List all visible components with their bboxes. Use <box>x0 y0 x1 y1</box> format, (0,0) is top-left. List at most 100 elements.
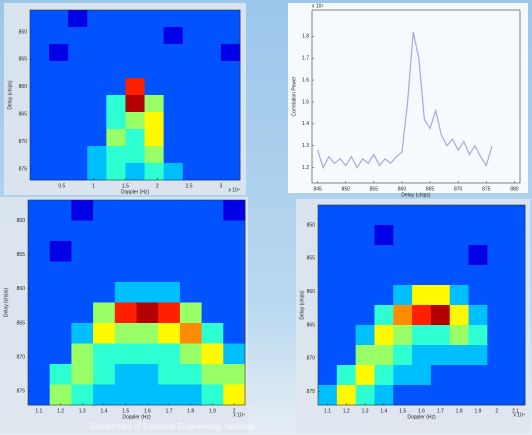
plot-frame <box>311 9 521 184</box>
heat-cell <box>125 129 145 147</box>
x-tick-label: 1.9 <box>474 408 481 414</box>
x-tick-label: 2 <box>233 408 236 414</box>
heat-cell <box>220 112 241 130</box>
heat-cell <box>136 220 159 242</box>
heat-cell <box>158 241 181 262</box>
heat-cell <box>158 220 181 242</box>
heat-cell <box>336 365 357 386</box>
heat-cell <box>182 10 203 28</box>
heat-cell <box>30 95 50 113</box>
x-tick-label: 875 <box>482 186 491 192</box>
heat-cell <box>163 129 184 147</box>
heat-cell <box>223 261 246 283</box>
heat-cell <box>487 285 507 306</box>
heat-cell <box>144 27 165 45</box>
heat-cell <box>114 241 137 262</box>
heat-cell <box>182 163 203 181</box>
heat-cell <box>355 325 375 346</box>
heat-cell <box>468 385 488 406</box>
heat-cell <box>201 163 222 181</box>
heat-cell <box>201 220 224 242</box>
y-tick-label: 875 <box>17 389 26 395</box>
heat-cell <box>182 112 203 130</box>
heat-cell <box>318 265 338 286</box>
y-tick-label: 1.7 <box>302 56 309 62</box>
heat-cell <box>393 205 413 226</box>
heat-cell <box>158 323 181 344</box>
heat-cell <box>163 10 184 28</box>
heat-cell <box>71 364 94 385</box>
heat-cell <box>223 200 246 221</box>
heat-cell <box>87 112 107 130</box>
heat-cell <box>223 323 246 344</box>
heat-cell <box>223 343 246 365</box>
heat-cell <box>412 225 432 246</box>
y-tick-label: 865 <box>17 320 26 326</box>
heat-cell <box>201 261 224 283</box>
y-axis-label: Correlation Power <box>291 76 297 116</box>
heat-cell <box>68 163 88 181</box>
heat-cell <box>49 61 69 79</box>
heat-cell <box>223 364 246 385</box>
heat-cell <box>71 220 94 242</box>
plot-frame <box>29 9 241 181</box>
heat-cell <box>28 241 51 262</box>
heat-cell <box>393 285 413 306</box>
heat-cell <box>179 241 202 262</box>
heat-cell <box>374 285 394 306</box>
y-tick-label: 850 <box>19 29 28 35</box>
heat-cell <box>318 365 338 386</box>
plot-frame <box>27 199 246 406</box>
heat-cell <box>68 129 88 147</box>
heat-cell <box>49 27 69 45</box>
heat-cell <box>318 225 338 246</box>
y-exponent: x 10⁵ <box>312 3 324 9</box>
heat-cell <box>430 385 451 406</box>
heat-cell <box>487 345 507 366</box>
y-tick-label: 875 <box>307 389 316 395</box>
y-tick-label: 855 <box>17 252 26 258</box>
heat-cell <box>49 129 69 147</box>
heat-cell <box>318 285 338 306</box>
heat-cell <box>136 241 159 262</box>
heat-cell <box>30 10 50 28</box>
y-tick-label: 860 <box>17 286 26 292</box>
heat-cell <box>106 27 126 45</box>
x-exponent: x 10⁴ <box>513 412 525 418</box>
heat-cell <box>430 365 451 386</box>
x-tick-label: 1.8 <box>456 408 463 414</box>
heat-cell <box>201 27 222 45</box>
x-tick-label: 3 <box>220 183 223 189</box>
heat-cell <box>355 305 375 326</box>
heat-cell <box>49 282 72 303</box>
x-tick-label: 1.8 <box>187 408 194 414</box>
heat-cell <box>506 305 526 326</box>
heat-cell <box>336 325 357 346</box>
heat-cell <box>393 225 413 246</box>
heat-cell <box>163 44 184 62</box>
heat-cell <box>201 44 222 62</box>
heat-cell <box>201 241 224 262</box>
heat-cell <box>114 220 137 242</box>
y-tick-label: 1.8 <box>302 34 309 40</box>
heat-cell <box>30 44 50 62</box>
x-tick-label: 2 <box>156 183 159 189</box>
x-tick-label: 1.3 <box>362 408 369 414</box>
y-tick-label: 870 <box>307 356 316 362</box>
heat-cell <box>201 146 222 164</box>
heat-cell <box>201 129 222 147</box>
y-tick-label: 855 <box>307 256 316 262</box>
heat-cell <box>220 10 241 28</box>
heat-cell <box>412 245 432 266</box>
x-tick-label: 2.1 <box>512 408 519 414</box>
heat-cell <box>93 323 116 344</box>
heat-cell <box>468 325 488 346</box>
heat-cell <box>87 163 107 181</box>
y-tick-label: 850 <box>307 222 316 228</box>
heat-cell <box>136 200 159 221</box>
heat-cell <box>158 200 181 221</box>
heat-cell <box>144 129 165 147</box>
heat-cell <box>125 146 145 164</box>
heat-cell <box>114 200 137 221</box>
y-tick-label: 865 <box>307 322 316 328</box>
